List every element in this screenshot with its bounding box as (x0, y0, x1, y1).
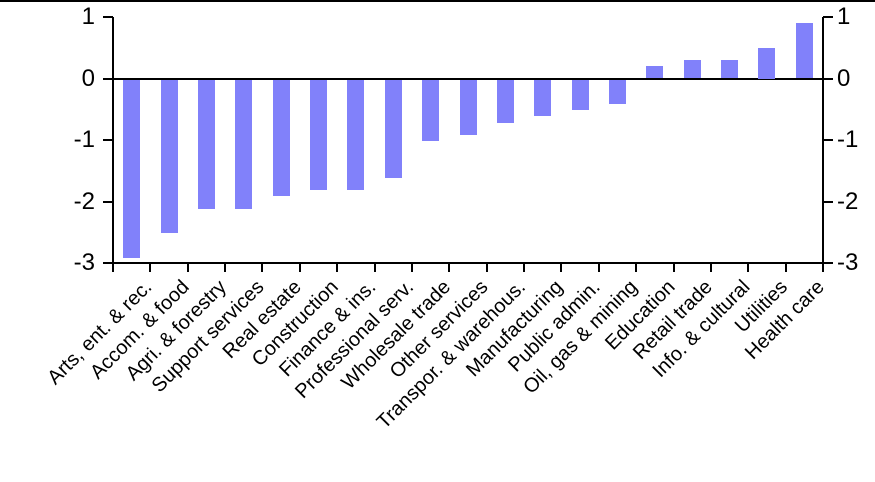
zero-line (103, 77, 833, 80)
y-axis-tick-right (823, 200, 833, 203)
chart-bar (608, 79, 626, 105)
chart-bar (534, 79, 552, 117)
chart-bar (384, 79, 402, 178)
chart-bar (571, 79, 589, 111)
y-axis-right-spine (822, 17, 824, 272)
chart-bar (721, 60, 739, 79)
x-axis-tick (822, 263, 824, 272)
y-axis-tick-label-right: -2 (837, 187, 859, 215)
y-axis-tick-left (103, 139, 113, 141)
x-axis-tick (410, 263, 413, 272)
x-axis-tick (597, 263, 600, 272)
y-axis-tick-label-left: 0 (81, 64, 95, 92)
x-axis-tick (709, 263, 712, 272)
chart-bar (272, 79, 290, 197)
y-axis-tick-right (823, 77, 833, 80)
chart-bar (646, 66, 664, 79)
chart-bar (197, 79, 215, 209)
y-axis-tick-label-left: 1 (81, 3, 95, 30)
chart-bar (310, 79, 328, 191)
x-axis-tick (149, 263, 152, 272)
x-axis-tick (298, 263, 301, 272)
chart-bar (459, 79, 477, 135)
x-axis-tick (485, 263, 488, 272)
x-axis-baseline (103, 262, 833, 264)
chart-bar (235, 79, 253, 209)
x-axis-tick (747, 263, 750, 272)
y-axis-left-spine (112, 17, 114, 272)
x-axis-tick (112, 263, 114, 272)
y-axis-tick-left (103, 16, 113, 18)
y-axis-tick-left (103, 77, 113, 80)
y-axis-tick-left (103, 262, 113, 264)
y-axis-tick-label-left: -1 (73, 126, 95, 153)
y-axis-tick-label-right: 0 (837, 64, 851, 92)
x-axis-tick (635, 263, 638, 272)
chart-bar (123, 79, 141, 258)
y-axis-tick-label-right: 1 (837, 3, 851, 30)
chart-bar (422, 79, 440, 141)
y-axis-tick-right (823, 262, 833, 264)
x-axis-tick (224, 263, 227, 272)
chart-bar (758, 47, 776, 79)
chart-bar (347, 79, 365, 191)
y-axis-tick-label-left: -3 (73, 249, 95, 276)
x-axis-tick (784, 263, 787, 272)
chart-bar (496, 79, 514, 123)
x-axis-tick (373, 263, 376, 272)
x-axis-tick (336, 263, 339, 272)
chart-bar (683, 60, 701, 79)
x-axis-tick (672, 263, 675, 272)
y-axis-tick-label-right: -3 (837, 249, 859, 276)
x-axis-tick (261, 263, 264, 272)
x-axis-tick (186, 263, 189, 272)
chart-bar (795, 23, 813, 79)
y-axis-tick-left (103, 200, 113, 203)
x-axis-tick (560, 263, 563, 272)
x-axis-tick (448, 263, 451, 272)
y-axis-tick-label-left: -2 (73, 187, 95, 215)
y-axis-tick-label-right: -1 (837, 126, 859, 153)
y-axis-tick-right (823, 16, 833, 18)
x-axis-tick (523, 263, 526, 272)
top-border-line (0, 0, 875, 2)
y-axis-tick-right (823, 139, 833, 141)
chart-bar (160, 79, 178, 234)
